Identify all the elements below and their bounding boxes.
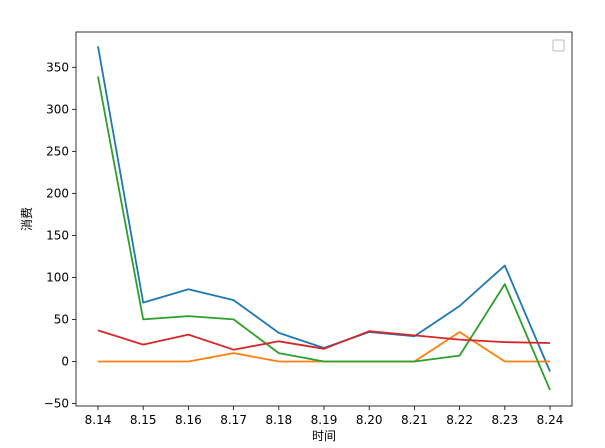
plot-frame [75,31,573,407]
legend-box [552,39,565,52]
x-tick-label: 8.17 [220,413,247,427]
x-axis-label: 时间 [312,429,336,443]
x-tick-label: 8.21 [401,413,428,427]
y-tick-label: 200 [46,186,69,200]
x-axis: 8.14 8.15 8.16 8.17 8.18 8.19 8.20 8.21 8.22 8.23… [85,406,564,427]
y-tick-label: 0 [61,354,69,368]
y-tick-label: −50 [44,396,69,410]
y-tick-label: 300 [46,102,69,116]
y-tick-label: 350 [46,60,69,74]
x-tick-label: 8.24 [537,413,564,427]
x-tick-label: 8.22 [446,413,473,427]
series-line-3 [97,76,551,391]
x-tick-label: 8.14 [85,413,112,427]
x-tick-label: 8.20 [356,413,383,427]
x-tick-label: 8.18 [265,413,292,427]
x-tick-label: 8.23 [491,413,518,427]
y-tick-label: 50 [54,312,69,326]
x-tick-label: 8.19 [311,413,338,427]
series-layer [97,46,551,391]
y-tick-label: 100 [46,270,69,284]
y-tick-label: 150 [46,228,69,242]
x-tick-label: 8.16 [175,413,202,427]
y-axis: −50 0 50 100 150 200 250 300 350 [44,60,76,410]
series-line-2 [98,331,550,363]
y-axis-label: 消费 [20,207,34,231]
series-line-4 [97,329,551,351]
y-tick-label: 250 [46,144,69,158]
x-tick-label: 8.15 [130,413,157,427]
series-line-1 [97,46,551,372]
